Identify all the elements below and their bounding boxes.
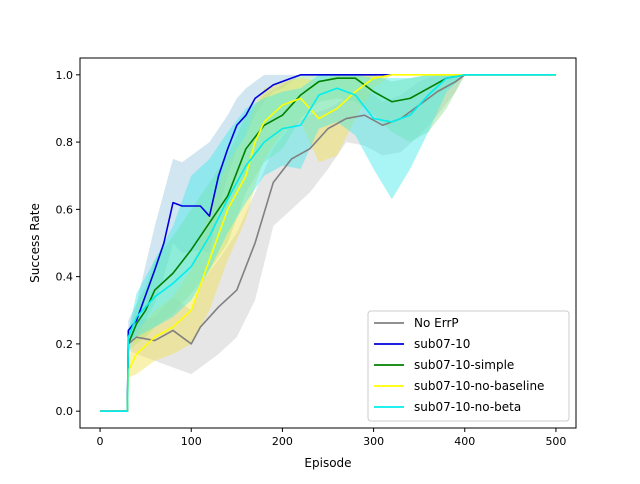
x-tick-label: 400	[454, 435, 475, 448]
band-sub07-10-simple	[100, 74, 556, 412]
band-no-errp	[100, 74, 556, 412]
confidence-bands	[100, 74, 556, 412]
y-tick-label: 1.0	[56, 69, 74, 82]
y-tick-label: 0.6	[56, 203, 74, 216]
x-tick-label: 300	[363, 435, 384, 448]
line-sub07-10-no-beta	[100, 74, 556, 412]
legend-label: sub07-10-no-baseline	[414, 379, 544, 393]
x-tick-label: 100	[181, 435, 202, 448]
x-axis-label: Episode	[304, 456, 351, 470]
legend-label: No ErrP	[414, 316, 459, 330]
y-tick-label: 0.0	[56, 405, 74, 418]
legend-label: sub07-10-simple	[414, 358, 514, 372]
line-sub07-10-no-baseline	[100, 74, 556, 412]
y-axis-label: Success Rate	[28, 203, 42, 283]
band-sub07-10-no-beta	[100, 74, 556, 412]
y-tick-label: 0.2	[56, 338, 74, 351]
plot-frame	[79, 57, 577, 429]
x-tick-label: 200	[272, 435, 293, 448]
legend: No ErrP sub07-10 sub07-10-simple sub07-10-n…	[367, 310, 570, 422]
legend-box	[367, 310, 570, 422]
series-lines	[100, 74, 556, 412]
x-tick-label: 500	[545, 435, 566, 448]
y-tick-label: 0.8	[56, 136, 74, 149]
line-sub07-10-simple	[100, 74, 556, 412]
x-tick-label: 0	[97, 435, 104, 448]
y-tick-label: 0.4	[56, 271, 74, 284]
line-sub07-10	[100, 74, 392, 412]
x-axis-ticks: 0 100 200 300 400 500	[97, 428, 566, 448]
band-sub07-10-no-baseline	[100, 74, 556, 412]
legend-label: sub07-10-no-beta	[414, 400, 521, 414]
band-sub07-10	[100, 74, 392, 412]
legend-label: sub07-10	[414, 337, 470, 351]
y-axis-ticks: 0.0 0.2 0.4 0.6 0.8 1.0	[56, 69, 80, 418]
